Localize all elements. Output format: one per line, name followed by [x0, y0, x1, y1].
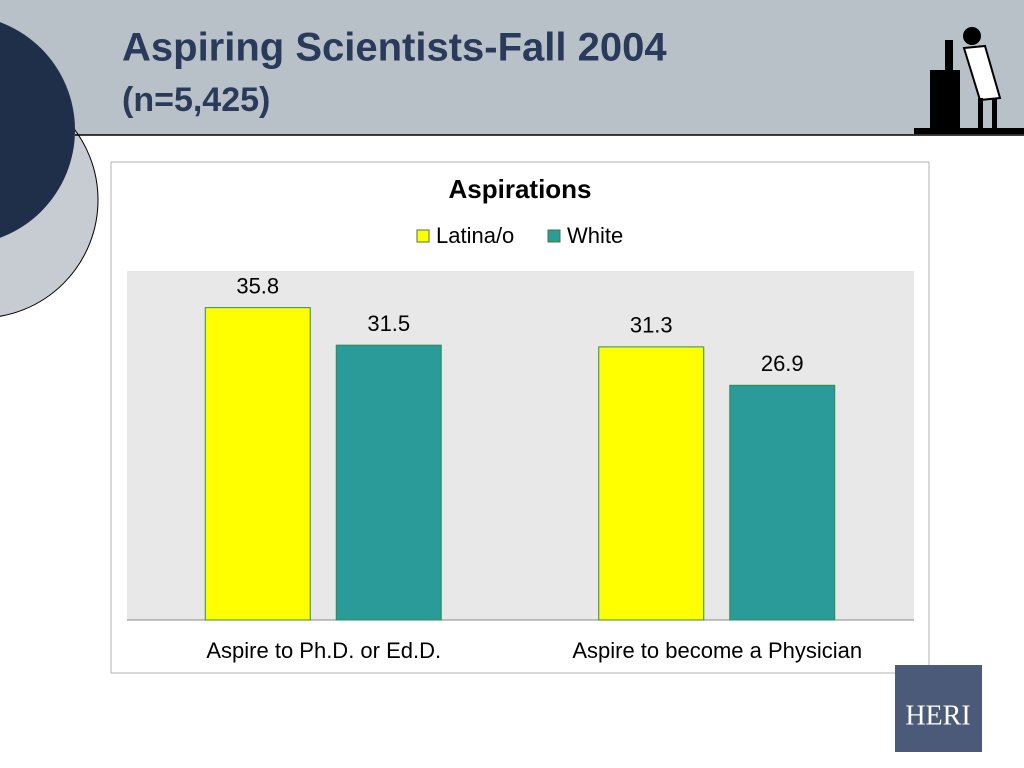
logo-box	[895, 665, 982, 752]
x-tick-label: Aspire to become a Physician	[572, 638, 862, 663]
chart-title: Aspirations	[448, 174, 591, 204]
bars: Aspire to Ph.D. or Ed.D. 35.8 31.5 Aspire t…	[204, 273, 862, 663]
bar	[598, 346, 705, 621]
legend-swatch	[416, 229, 430, 243]
legend-label: Latina/o	[436, 223, 514, 248]
legend-swatch	[547, 229, 561, 243]
x-tick-label: Aspire to Ph.D. or Ed.D.	[206, 638, 441, 663]
header-band	[0, 0, 1024, 135]
bar	[729, 384, 836, 621]
value-label: 31.3	[630, 313, 673, 338]
value-label: 35.8	[236, 273, 279, 298]
scientist-icon	[914, 27, 1024, 134]
logo-text: HERI	[905, 700, 970, 731]
slide-title: Aspiring Scientists-Fall 2004	[122, 26, 667, 70]
value-label: 31.5	[367, 311, 410, 336]
bar	[335, 344, 442, 621]
slide-subtitle: (n=5,425)	[122, 81, 270, 119]
legend-label: White	[567, 223, 623, 248]
decor-circle-dark	[0, 22, 75, 238]
bar	[204, 307, 311, 621]
value-label: 26.9	[761, 351, 804, 376]
legend: Latina/o White	[416, 223, 623, 248]
